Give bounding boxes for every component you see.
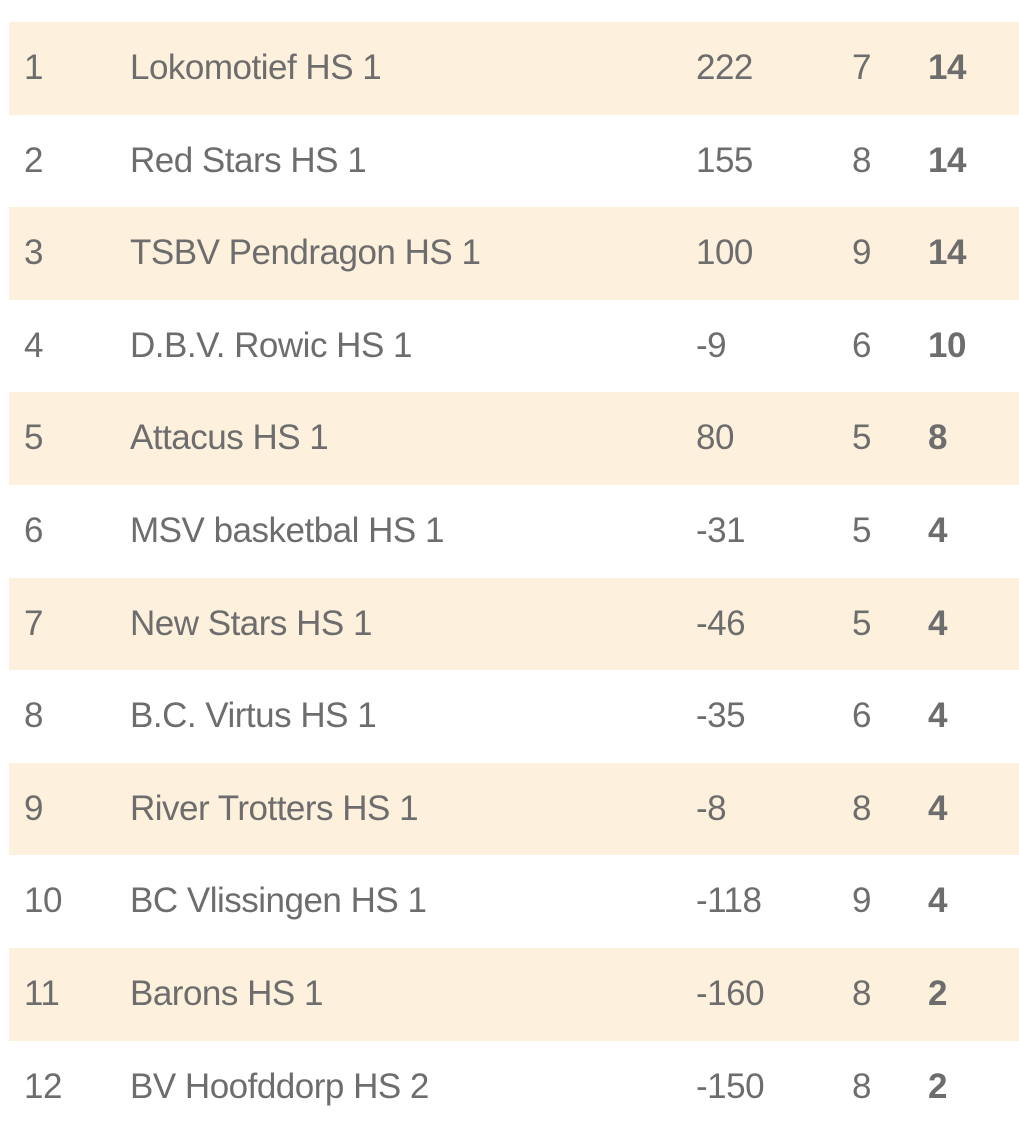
team-name: MSV basketbal HS 1	[130, 510, 444, 550]
standings-table: 1 Lokomotief HS 1 222 7 14 2 Red Stars HS 1 155…	[9, 22, 1019, 1133]
rank: 9	[24, 788, 43, 828]
rank: 8	[24, 696, 43, 736]
team-name: BV Hoofddorp HS 2	[130, 1066, 429, 1106]
games-played: 8	[852, 788, 871, 828]
points: 14	[928, 233, 966, 273]
point-difference: -8	[696, 788, 727, 828]
rank: 3	[24, 233, 43, 273]
rank: 7	[24, 603, 43, 643]
table-row: 4 D.B.V. Rowic HS 1 -9 6 10	[9, 300, 1019, 393]
table-row: 8 B.C. Virtus HS 1 -35 6 4	[9, 670, 1019, 763]
rank: 4	[24, 325, 43, 365]
team-name: B.C. Virtus HS 1	[130, 696, 377, 736]
games-played: 7	[852, 48, 871, 87]
point-difference: -46	[696, 603, 746, 643]
table-row: 11 Barons HS 1 -160 8 2	[9, 947, 1019, 1041]
points: 8	[928, 418, 947, 458]
point-difference: 80	[696, 418, 734, 458]
team-name: D.B.V. Rowic HS 1	[130, 325, 412, 365]
points: 10	[928, 325, 966, 365]
table-row: 2 Red Stars HS 1 155 8 14	[9, 115, 1019, 208]
rank: 1	[24, 48, 43, 87]
point-difference: -150	[696, 1066, 765, 1106]
rank: 12	[24, 1066, 62, 1106]
rank: 6	[24, 510, 43, 550]
games-played: 6	[852, 696, 871, 736]
point-difference: -35	[696, 696, 746, 736]
points: 14	[928, 48, 966, 87]
games-played: 6	[852, 325, 871, 365]
games-played: 8	[852, 973, 871, 1013]
table-row: 10 BC Vlissingen HS 1 -118 9 4	[9, 855, 1019, 948]
games-played: 8	[852, 140, 871, 180]
games-played: 5	[852, 603, 871, 643]
table-row: 12 BV Hoofddorp HS 2 -150 8 2	[9, 1041, 1019, 1134]
team-name: River Trotters HS 1	[130, 788, 419, 828]
table-row: 9 River Trotters HS 1 -8 8 4	[9, 762, 1019, 856]
point-difference: 155	[696, 140, 753, 180]
rank: 2	[24, 140, 43, 180]
point-difference: -31	[696, 510, 746, 550]
point-difference: -118	[696, 881, 762, 921]
table-row: 6 MSV basketbal HS 1 -31 5 4	[9, 485, 1019, 578]
point-difference: -9	[696, 325, 727, 365]
table-row: 1 Lokomotief HS 1 222 7 14	[9, 22, 1019, 115]
points: 4	[928, 603, 947, 643]
rank: 10	[24, 881, 62, 921]
rank: 5	[24, 418, 43, 458]
team-name: Red Stars HS 1	[130, 140, 367, 180]
points: 4	[928, 788, 947, 828]
team-name: Lokomotief HS 1	[130, 48, 382, 87]
games-played: 9	[852, 881, 871, 921]
games-played: 8	[852, 1066, 871, 1106]
points: 2	[928, 973, 947, 1013]
team-name: BC Vlissingen HS 1	[130, 881, 427, 921]
points: 4	[928, 881, 947, 921]
team-name: Attacus HS 1	[130, 418, 329, 458]
point-difference: -160	[696, 973, 765, 1013]
points: 4	[928, 510, 947, 550]
rank: 11	[24, 973, 60, 1013]
team-name: New Stars HS 1	[130, 603, 372, 643]
point-difference: 222	[696, 48, 753, 87]
points: 2	[928, 1066, 947, 1106]
team-name: TSBV Pendragon HS 1	[130, 233, 481, 273]
games-played: 9	[852, 233, 871, 273]
point-difference: 100	[696, 233, 753, 273]
points: 14	[928, 140, 966, 180]
table-row: 7 New Stars HS 1 -46 5 4	[9, 577, 1019, 671]
table-row: 3 TSBV Pendragon HS 1 100 9 14	[9, 207, 1019, 300]
points: 4	[928, 696, 947, 736]
games-played: 5	[852, 510, 871, 550]
table-row: 5 Attacus HS 1 80 5 8	[9, 392, 1019, 485]
team-name: Barons HS 1	[130, 973, 323, 1013]
games-played: 5	[852, 418, 871, 458]
